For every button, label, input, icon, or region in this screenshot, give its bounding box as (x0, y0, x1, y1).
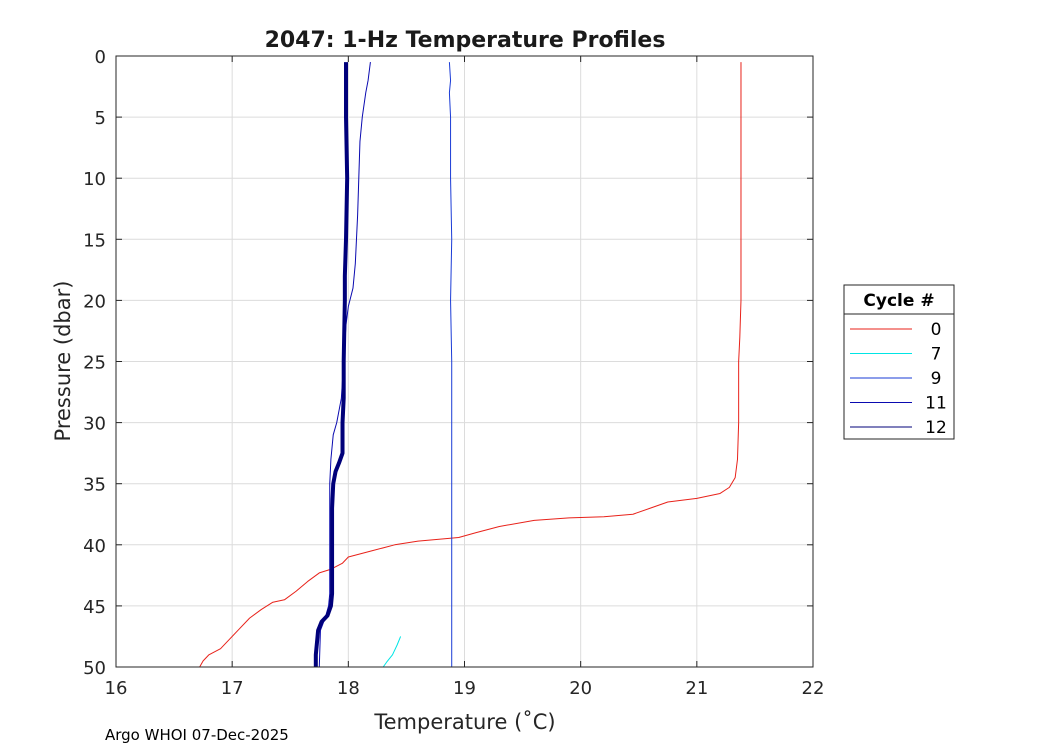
series-line-cycle-7 (382, 636, 402, 668)
series-line-cycle-9 (448, 62, 453, 667)
y-tick-label: 25 (83, 353, 106, 374)
legend-label-cycle-11: 11 (925, 394, 947, 414)
legend-label-cycle-7: 7 (931, 345, 942, 365)
legend-box (843, 284, 955, 440)
x-tick-label: 20 (569, 678, 592, 699)
y-tick-label: 20 (83, 291, 106, 312)
y-tick-label: 40 (83, 536, 106, 557)
x-tick-label: 22 (802, 678, 825, 699)
series-layer (199, 62, 742, 668)
footer-credit: Argo WHOI 07-Dec-2025 (105, 726, 289, 744)
y-tick-label: 15 (83, 230, 106, 251)
y-tick-label: 35 (83, 475, 106, 496)
y-tick-label: 45 (83, 597, 106, 618)
x-tick-label: 18 (337, 678, 360, 699)
series-line-cycle-11 (318, 62, 371, 668)
series-line-cycle-12 (313, 62, 350, 667)
chart-title: 2047: 1-Hz Temperature Profiles (265, 28, 666, 53)
legend-label-cycle-9: 9 (931, 369, 942, 389)
legend-title: Cycle # (863, 291, 934, 311)
x-tick-label: 19 (453, 678, 476, 699)
legend-label-cycle-0: 0 (931, 320, 942, 340)
y-tick-label: 0 (95, 47, 106, 68)
y-tick-label: 30 (83, 414, 106, 435)
legend: Cycle # 0 7 9 11 12 (843, 284, 955, 440)
x-tick-label: 21 (685, 678, 708, 699)
y-axis-label: Pressure (dbar) (51, 281, 75, 442)
y-tick-label: 5 (95, 108, 106, 129)
x-tick-label: 17 (221, 678, 244, 699)
y-tick-label: 10 (83, 169, 106, 190)
y-tick-label: 50 (83, 658, 106, 679)
x-tick-label: 16 (105, 678, 128, 699)
series-line-cycle-0 (199, 62, 742, 668)
ticks: 16 17 18 19 20 21 22 0 5 10 15 20 25 30 35 40 45 50 (83, 47, 824, 699)
legend-label-cycle-12: 12 (925, 418, 947, 438)
x-axis-label: Temperature (˚C) (373, 710, 555, 734)
